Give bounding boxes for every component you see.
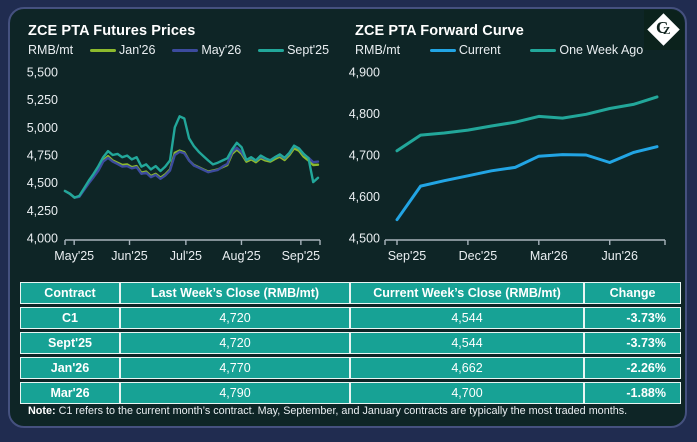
legend-swatch (172, 48, 199, 52)
y-tick-label: 4,900 (349, 66, 380, 80)
footnote: Note: C1 refers to the current month’s c… (20, 404, 672, 420)
forward-curve-section: ZCE PTA Forward Curve RMB/mt Current One … (347, 15, 685, 273)
x-tick-label: Dec'25 (459, 249, 498, 263)
futures-chart-legend-row: RMB/mt Jan'26 May'26 Sept'25 (28, 43, 346, 57)
table-cell: Mar'26 (20, 382, 120, 404)
table-header-cell: Change (584, 282, 681, 304)
x-tick-label: Jun'26 (602, 249, 638, 263)
y-tick-label: 4,800 (349, 107, 380, 121)
cz-logo-letter-z: Z (663, 25, 671, 37)
table-cell: 4,720 (120, 332, 350, 354)
table-cell: 4,662 (350, 357, 584, 379)
legend-label: Current (458, 43, 501, 57)
legend-item: One Week Ago (530, 43, 643, 57)
table-cell: 4,790 (120, 382, 350, 404)
table-cell: 4,720 (120, 307, 350, 329)
table-cell: -1.88% (584, 382, 681, 404)
table-row: Mar'26 4,790 4,700 -1.88% (20, 382, 681, 404)
futures-chart-section: ZCE PTA Futures Prices RMB/mt Jan'26 May'… (20, 15, 350, 273)
table-cell: C1 (20, 307, 120, 329)
forward-curve-line-chart: 4,900 4,800 4,700 4,600 4,500 Sep'25 Dec'25 Mar… (349, 66, 666, 263)
table-cell: 4,544 (350, 332, 584, 354)
legend-swatch (429, 48, 456, 52)
y-tick-label: 4,500 (27, 176, 58, 190)
y-tick-label: 4,000 (27, 232, 58, 246)
table-cell: 4,700 (350, 382, 584, 404)
legend-label: Jan'26 (119, 43, 156, 57)
legend-swatch (90, 48, 116, 52)
x-tick-label: Sep'25 (282, 249, 321, 263)
y-tick-label: 4,500 (349, 232, 380, 246)
legend-swatch (530, 48, 557, 52)
table-cell: -3.73% (584, 307, 681, 329)
legend-swatch (258, 48, 285, 52)
table-cell: 4,770 (120, 357, 350, 379)
y-tick-label: 5,250 (27, 93, 58, 107)
x-tick-label: Sep'25 (388, 249, 427, 263)
legend-item: May'26 (172, 43, 241, 57)
table-cell: 4,544 (350, 307, 584, 329)
futures-chart-title: ZCE PTA Futures Prices (28, 23, 196, 39)
table-row: Sept'25 4,720 4,544 -3.73% (20, 332, 681, 354)
x-tick-label: May'25 (54, 249, 94, 263)
table-cell: -3.73% (584, 332, 681, 354)
table-header-cell: Current Week’s Close (RMB/mt) (350, 282, 584, 304)
y-tick-label: 4,750 (27, 149, 58, 163)
footnote-text: C1 refers to the current month’s contrac… (55, 405, 628, 417)
legend-label: Sept'25 (287, 43, 330, 57)
forward-curve-legend-row: RMB/mt Current One Week Ago (355, 43, 673, 57)
table-cell: -2.26% (584, 357, 681, 379)
legend-label: May'26 (201, 43, 242, 57)
forward-y-axis-unit: RMB/mt (355, 43, 401, 57)
x-tick-label: Jun'25 (111, 249, 147, 263)
legend-label: One Week Ago (559, 43, 644, 57)
x-tick-label: Mar'26 (530, 249, 568, 263)
legend-item: Sept'25 (258, 43, 329, 57)
cz-logo-letter-c: C (656, 18, 669, 37)
table-row: C1 4,720 4,544 -3.73% (20, 307, 681, 329)
dashboard-card: ZCE PTA Futures Prices RMB/mt Jan'26 May'… (8, 7, 687, 428)
x-tick-label: Aug'25 (222, 249, 261, 263)
y-tick-label: 4,600 (349, 190, 380, 204)
table-cell: Sept'25 (20, 332, 120, 354)
series-line-current (395, 145, 659, 222)
table-cell: Jan'26 (20, 357, 120, 379)
futures-y-axis-unit: RMB/mt (28, 43, 74, 57)
y-tick-label: 5,500 (27, 66, 58, 80)
table-row: Jan'26 4,770 4,662 -2.26% (20, 357, 681, 379)
y-tick-label: 5,000 (27, 121, 58, 135)
series-line-sept-25 (63, 115, 320, 199)
forward-curve-title: ZCE PTA Forward Curve (355, 23, 524, 39)
x-tick-label: Jul'25 (170, 249, 202, 263)
y-tick-label: 4,700 (349, 149, 380, 163)
series-line-one-week-ago (395, 95, 659, 153)
cz-logo: C Z (644, 10, 684, 50)
table-header-row: Contract Last Week’s Close (RMB/mt) Curren… (20, 282, 681, 304)
footnote-label: Note: (28, 405, 56, 417)
futures-line-chart: 5,500 5,250 5,000 4,750 4,500 4,250 4,000 May'2… (27, 66, 321, 263)
legend-item: Current (429, 43, 501, 57)
legend-item: Jan'26 (90, 43, 155, 57)
contracts-table: Contract Last Week’s Close (RMB/mt) Curren… (20, 279, 681, 407)
table-header-cell: Last Week’s Close (RMB/mt) (120, 282, 350, 304)
table-header-cell: Contract (20, 282, 120, 304)
futures-chart-legend: Jan'26 May'26 Sept'25 (73, 43, 346, 57)
y-tick-label: 4,250 (27, 204, 58, 218)
forward-curve-legend: Current One Week Ago (400, 43, 673, 57)
